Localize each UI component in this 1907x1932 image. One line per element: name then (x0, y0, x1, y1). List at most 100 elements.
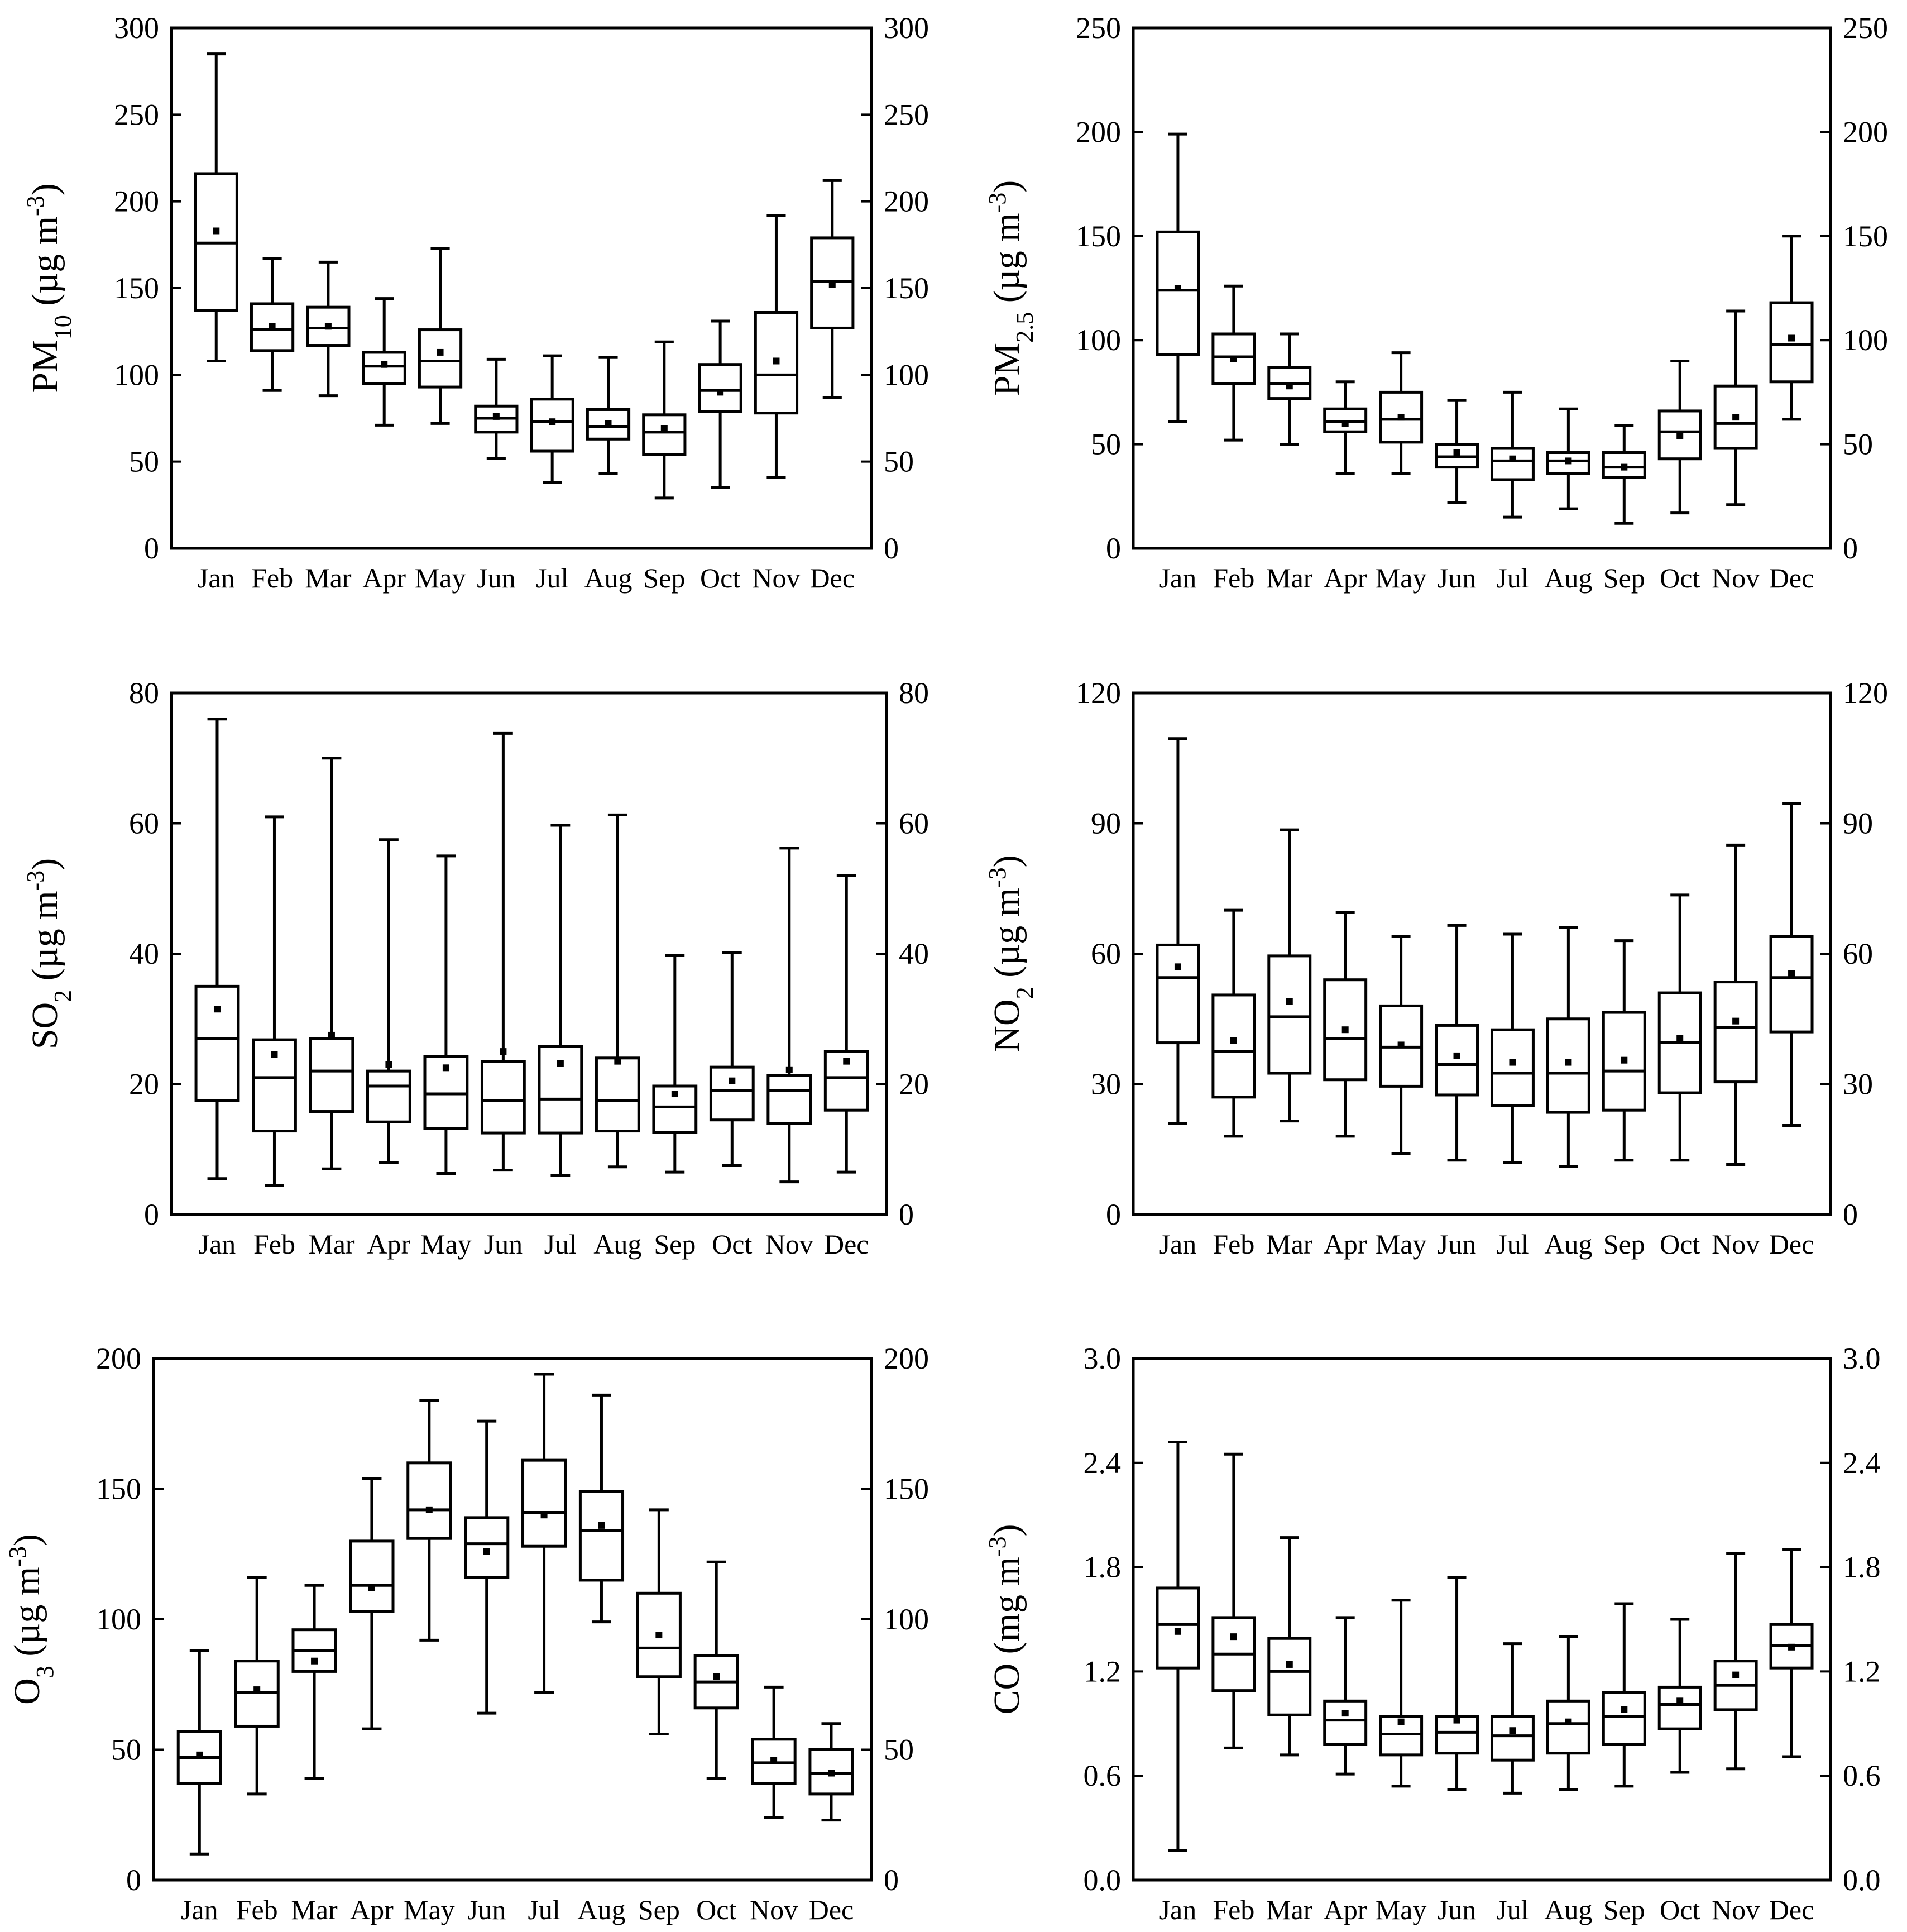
mean-marker (492, 413, 500, 420)
y-tick-label-right: 90 (1843, 807, 1873, 840)
box-jan (194, 52, 238, 362)
y-tick-label-right: 1.8 (1843, 1551, 1881, 1584)
mean-marker (425, 1506, 433, 1513)
box-mar (1267, 332, 1312, 446)
y-tick-label-right: 200 (884, 1342, 929, 1375)
x-tick-label: Jan (1159, 562, 1197, 594)
mean-marker (324, 323, 332, 330)
box-apr (349, 1477, 395, 1730)
x-tick-label: Dec (1769, 1894, 1814, 1925)
mean-marker (1565, 1718, 1572, 1725)
y-tick-label-right: 200 (884, 185, 929, 218)
iqr-box (1769, 301, 1814, 384)
y-tick-label-left: 0 (126, 1863, 141, 1897)
x-tick-label: Sep (638, 1894, 680, 1925)
x-tick-label: Jan (1159, 1894, 1197, 1925)
mean-marker (1453, 449, 1460, 456)
box-feb (1211, 1452, 1256, 1749)
x-tick-label: May (420, 1228, 472, 1260)
mean-marker (1341, 1710, 1349, 1717)
iqr-box (1546, 1699, 1590, 1755)
x-tick-label: Jan (198, 562, 235, 594)
iqr-box (652, 1084, 698, 1134)
y-tick-label-left: 0.6 (1084, 1759, 1122, 1792)
x-tick-label: Apr (1324, 1228, 1367, 1260)
x-tick-label: Aug (593, 1228, 641, 1260)
iqr-box (1156, 943, 1200, 1045)
x-tick-label: Apr (362, 562, 406, 594)
box-feb (234, 1576, 280, 1796)
iqr-box (754, 310, 799, 415)
box-aug (578, 1393, 625, 1624)
mean-marker (1732, 1671, 1740, 1678)
box-jun (1435, 1576, 1479, 1791)
mean-marker (213, 1006, 221, 1013)
box-jun (480, 731, 526, 1172)
box-feb (1211, 284, 1256, 442)
mean-marker (1621, 463, 1628, 471)
iqr-box (1435, 1715, 1479, 1755)
y-tick-label-left: 60 (1091, 937, 1121, 970)
x-tick-label: Dec (810, 562, 855, 594)
x-tick-label: Dec (824, 1228, 869, 1260)
y-tick-label-right: 100 (1843, 323, 1888, 357)
plot-frame (1132, 1357, 1832, 1882)
mean-marker (213, 227, 220, 235)
box-nov (766, 847, 812, 1184)
y-tick-label-left: 150 (1076, 219, 1121, 253)
y-tick-label-right: 1.2 (1843, 1654, 1881, 1688)
box-nov (1713, 1552, 1758, 1771)
x-tick-label: Apr (367, 1228, 411, 1260)
y-tick-label-left: 100 (1076, 323, 1121, 357)
x-tick-label: Apr (350, 1894, 394, 1925)
y-tick-label-right: 150 (884, 271, 929, 305)
y-tick-label-right: 150 (1843, 219, 1888, 253)
y-tick-label-right: 20 (899, 1068, 929, 1101)
mean-marker (1565, 1059, 1572, 1066)
x-tick-label: Dec (1769, 562, 1814, 594)
y-tick-label-right: 150 (884, 1472, 929, 1506)
panel-4: 0 0 30 30 60 60 90 90 120 120 Jan Feb Mar Apr May Jun Ju… (984, 676, 1889, 1260)
y-tick-label-left: 200 (96, 1342, 141, 1375)
y-tick-label-right: 250 (884, 98, 929, 131)
y-tick-label-right: 60 (899, 807, 929, 840)
iqr-box (810, 236, 855, 329)
iqr-box (366, 1069, 411, 1123)
x-tick-label: Aug (1544, 562, 1592, 594)
mean-marker (655, 1632, 663, 1639)
y-tick-label-left: 200 (1076, 115, 1121, 149)
iqr-box (1156, 1586, 1200, 1670)
box-feb (252, 815, 297, 1187)
x-tick-label: Sep (1603, 1228, 1645, 1260)
y-tick-label-right: 50 (1843, 428, 1873, 461)
iqr-box (521, 1458, 567, 1548)
x-tick-label: Mar (308, 1228, 355, 1260)
box-dec (1769, 1548, 1814, 1758)
plot-frame (170, 691, 888, 1216)
mean-marker (713, 1673, 720, 1680)
mean-marker (1174, 1628, 1181, 1635)
x-tick-label: Jul (536, 562, 568, 594)
x-tick-label: Apr (1324, 562, 1367, 594)
mean-marker (828, 281, 836, 288)
x-tick-label: Jul (1496, 1228, 1529, 1260)
iqr-box (1323, 978, 1368, 1082)
mean-marker (381, 361, 388, 368)
y-axis-title: SO2 (µg m-3) (22, 858, 76, 1049)
plot-frame (1132, 26, 1832, 550)
iqr-box (1323, 1699, 1368, 1746)
y-tick-label-right: 200 (1843, 115, 1888, 149)
y-axis-title: CO (mg m-3) (984, 1524, 1028, 1715)
mean-marker (1174, 963, 1181, 970)
y-tick-label-left: 300 (114, 11, 159, 45)
x-tick-label: Aug (584, 562, 632, 594)
iqr-box (194, 984, 240, 1102)
panel-3: 0 0 20 20 40 40 60 60 80 80 Jan Feb Mar Apr May Jun Jul A… (22, 676, 929, 1260)
y-tick-label-right: 100 (884, 1603, 929, 1636)
iqr-box (1769, 935, 1814, 1034)
box-aug (1546, 1635, 1590, 1791)
x-tick-label: May (1376, 562, 1427, 594)
x-tick-label: Jun (1438, 1228, 1476, 1260)
x-tick-label: Feb (253, 1228, 295, 1260)
y-tick-label-left: 150 (96, 1472, 141, 1506)
